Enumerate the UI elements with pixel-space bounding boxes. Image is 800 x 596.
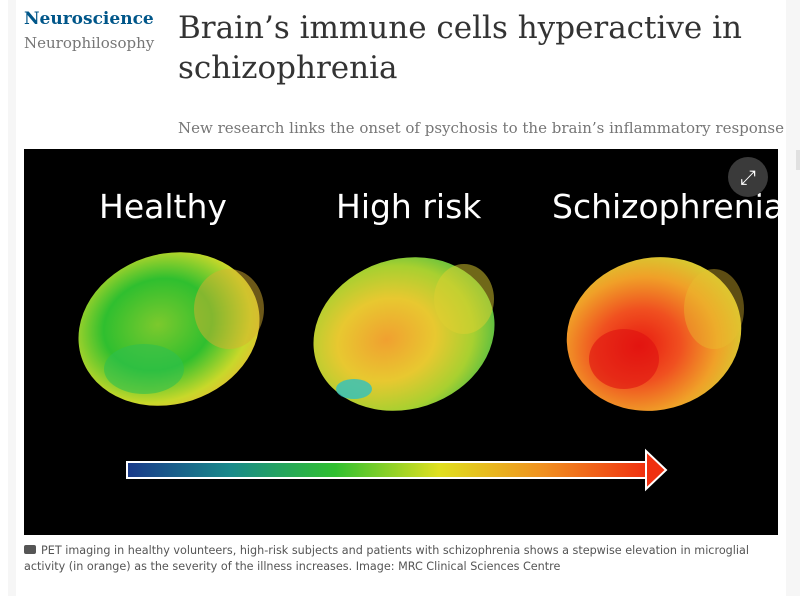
camera-icon — [24, 545, 36, 554]
brain-schizophrenia — [566, 257, 744, 411]
caption-text: PET imaging in healthy volunteers, high-… — [24, 544, 749, 573]
brain-high-risk — [313, 257, 495, 411]
scrollbar[interactable] — [796, 150, 800, 170]
label-high-risk: High risk — [336, 187, 482, 226]
article-content: Neuroscience Neurophilosophy Brain’s imm… — [16, 0, 786, 596]
series-link[interactable]: Neurophilosophy — [24, 34, 155, 52]
headline: Brain’s immune cells hyperactive in schi… — [178, 10, 743, 86]
severity-arrow — [126, 448, 668, 492]
standfirst: New research links the onset of psychosi… — [178, 119, 785, 137]
brain-scan-illustration — [78, 252, 744, 492]
expand-icon[interactable]: ⤢ — [728, 157, 768, 197]
section-link[interactable]: Neuroscience — [24, 9, 154, 29]
image-caption: PET imaging in healthy volunteers, high-… — [24, 543, 774, 575]
brain-healthy — [78, 252, 264, 406]
label-healthy: Healthy — [99, 187, 227, 226]
article-image[interactable]: Healthy High risk Schizophrenia ⤢ — [24, 149, 778, 535]
